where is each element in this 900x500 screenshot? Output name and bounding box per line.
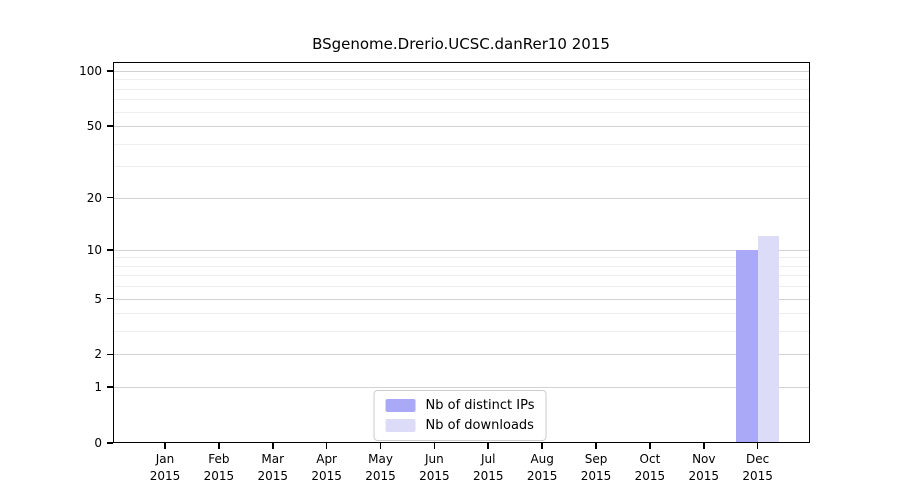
y-major-gridline bbox=[113, 298, 810, 300]
y-tick-mark bbox=[107, 386, 113, 388]
x-tick-month: Feb bbox=[208, 452, 230, 466]
legend-label: Nb of downloads bbox=[425, 418, 534, 433]
x-tick-year: 2015 bbox=[203, 468, 235, 483]
x-tick-label: Jun 2015 bbox=[404, 451, 464, 485]
y-minor-gridline bbox=[113, 79, 810, 81]
x-tick-label: Sep 2015 bbox=[566, 451, 626, 485]
x-tick-mark bbox=[218, 443, 220, 449]
y-minor-gridline bbox=[113, 286, 810, 288]
x-tick-year: 2015 bbox=[742, 468, 773, 483]
x-tick-mark bbox=[433, 443, 436, 449]
y-tick-label: 5 bbox=[94, 291, 102, 306]
x-tick-mark bbox=[325, 443, 328, 449]
x-tick-label: Nov 2015 bbox=[674, 451, 734, 485]
chart-title: BSgenome.Drerio.UCSC.danRer10 2015 bbox=[312, 35, 610, 53]
y-major-gridline bbox=[113, 249, 810, 251]
x-tick-year: 2015 bbox=[419, 468, 450, 483]
x-tick-month: Nov bbox=[692, 452, 716, 466]
x-tick-year: 2015 bbox=[257, 468, 289, 483]
y-tick-mark bbox=[107, 248, 113, 251]
x-tick-year: 2015 bbox=[580, 468, 612, 483]
y-minor-gridline bbox=[113, 111, 810, 113]
x-tick-month: May bbox=[368, 452, 393, 466]
x-tick-month: Jun bbox=[425, 452, 444, 466]
x-tick-label: Dec 2015 bbox=[728, 451, 788, 485]
x-tick-year: 2015 bbox=[688, 468, 720, 483]
x-tick-mark bbox=[703, 443, 705, 449]
y-minor-gridline bbox=[113, 331, 810, 333]
y-minor-gridline bbox=[113, 275, 810, 277]
x-tick-month: Jan bbox=[155, 452, 175, 466]
x-tick-year: 2015 bbox=[634, 468, 666, 483]
x-tick-month: Mar bbox=[261, 452, 285, 466]
legend-swatch bbox=[385, 419, 416, 432]
bar-distinct-ips bbox=[736, 249, 758, 443]
x-tick-month: Sep bbox=[584, 452, 608, 466]
x-tick-label: May 2015 bbox=[351, 451, 411, 485]
x-tick-mark bbox=[164, 443, 166, 449]
y-minor-gridline bbox=[113, 265, 810, 267]
x-tick-label: Aug 2015 bbox=[512, 451, 572, 485]
x-tick-mark bbox=[595, 443, 597, 449]
y-minor-gridline bbox=[113, 88, 810, 90]
y-tick-label: 20 bbox=[86, 190, 102, 205]
y-tick-mark bbox=[107, 297, 113, 300]
x-tick-month: Dec bbox=[746, 452, 770, 466]
y-tick-label: 50 bbox=[86, 119, 102, 134]
x-tick-month: Oct bbox=[639, 452, 661, 466]
y-major-gridline bbox=[113, 354, 810, 356]
x-tick-month: Aug bbox=[530, 452, 554, 466]
y-tick-label: 10 bbox=[86, 242, 102, 257]
y-major-gridline bbox=[113, 387, 810, 389]
x-tick-label: Mar 2015 bbox=[243, 451, 303, 485]
y-minor-gridline bbox=[113, 257, 810, 259]
y-minor-gridline bbox=[113, 143, 810, 145]
y-tick-mark bbox=[107, 70, 113, 72]
y-minor-gridline bbox=[113, 313, 810, 315]
y-tick-mark bbox=[107, 353, 113, 356]
y-tick-mark bbox=[107, 196, 113, 199]
x-tick-mark bbox=[379, 443, 382, 449]
x-tick-mark bbox=[541, 443, 543, 449]
legend-label: Nb of distinct IPs bbox=[425, 398, 535, 413]
y-major-gridline bbox=[113, 71, 810, 73]
x-tick-mark bbox=[756, 443, 759, 449]
y-tick-label: 100 bbox=[79, 64, 102, 79]
x-tick-label: Jul 2015 bbox=[458, 451, 518, 485]
legend-row: Nb of downloads bbox=[385, 418, 535, 433]
y-tick-label: 0 bbox=[94, 436, 102, 450]
x-tick-mark bbox=[271, 443, 274, 449]
y-major-gridline bbox=[113, 126, 810, 128]
y-tick-label: 1 bbox=[94, 380, 102, 395]
y-major-gridline bbox=[113, 197, 810, 199]
y-tick-mark bbox=[107, 442, 113, 444]
x-tick-label: Jan 2015 bbox=[135, 451, 195, 485]
x-tick-year: 2015 bbox=[526, 468, 558, 483]
x-tick-label: Feb 2015 bbox=[189, 451, 249, 485]
x-tick-year: 2015 bbox=[149, 468, 181, 483]
y-minor-gridline bbox=[113, 166, 810, 168]
y-tick-mark bbox=[107, 125, 113, 127]
x-tick-month: Jul bbox=[481, 452, 496, 466]
y-minor-gridline bbox=[113, 99, 810, 101]
x-tick-year: 2015 bbox=[365, 468, 396, 483]
x-tick-label: Oct 2015 bbox=[620, 451, 680, 485]
plot-area bbox=[113, 62, 810, 443]
legend: Nb of distinct IPs Nb of downloads bbox=[373, 390, 547, 441]
bar-downloads bbox=[757, 236, 780, 443]
x-tick-label: Apr 2015 bbox=[297, 451, 357, 485]
x-tick-year: 2015 bbox=[472, 468, 504, 483]
x-tick-mark bbox=[649, 443, 651, 449]
x-tick-year: 2015 bbox=[311, 468, 342, 483]
x-tick-month: Apr bbox=[316, 452, 337, 466]
x-tick-mark bbox=[487, 443, 490, 449]
y-tick-label: 2 bbox=[94, 347, 102, 362]
legend-swatch bbox=[385, 399, 416, 412]
legend-row: Nb of distinct IPs bbox=[385, 398, 535, 413]
